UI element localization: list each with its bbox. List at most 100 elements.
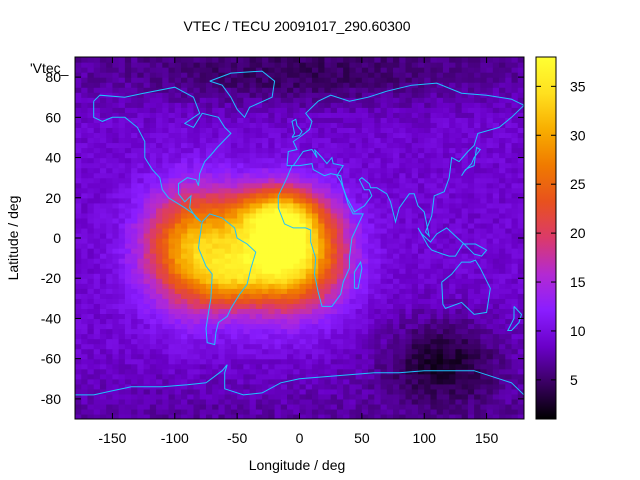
heatmap-cell <box>168 303 176 309</box>
heatmap-cell <box>280 293 288 299</box>
heatmap-cell <box>492 268 500 274</box>
heatmap-cell <box>368 313 375 320</box>
heatmap-cell <box>168 147 176 154</box>
heatmap-cell <box>162 147 170 154</box>
heatmap-cell <box>274 293 282 299</box>
heatmap-cell <box>293 278 301 284</box>
heatmap-cell <box>174 122 182 128</box>
heatmap-cell <box>318 112 326 118</box>
heatmap-cell <box>87 152 95 159</box>
heatmap-cell <box>193 77 201 83</box>
heatmap-cell <box>336 232 344 239</box>
heatmap-cell <box>436 142 444 149</box>
heatmap-cell <box>355 238 363 244</box>
heatmap-cell <box>193 363 201 370</box>
heatmap-cell <box>268 313 276 320</box>
heatmap-cell <box>93 373 101 380</box>
heatmap-cell <box>449 152 457 159</box>
heatmap-cell <box>131 253 138 259</box>
heatmap-cell <box>424 202 432 209</box>
heatmap-cell <box>237 338 244 345</box>
heatmap-cell <box>162 268 170 274</box>
heatmap-cell <box>461 187 469 194</box>
heatmap-cell <box>262 227 269 234</box>
heatmap-cell <box>311 358 319 365</box>
heatmap-cell <box>81 298 89 304</box>
heatmap-cell <box>143 92 151 98</box>
heatmap-cell <box>505 258 513 264</box>
heatmap-cell <box>212 413 220 419</box>
heatmap-cell <box>243 383 251 390</box>
heatmap-cell <box>81 197 89 204</box>
heatmap-cell <box>255 82 263 88</box>
heatmap-cell <box>124 243 132 249</box>
heatmap-cell <box>268 177 276 184</box>
heatmap-cell <box>318 333 326 340</box>
heatmap-cell <box>174 288 182 294</box>
heatmap-cell <box>143 328 151 335</box>
heatmap-cell <box>399 383 407 390</box>
heatmap-cell <box>174 212 182 219</box>
heatmap-cell <box>212 363 220 370</box>
heatmap-cell <box>143 293 151 299</box>
heatmap-cell <box>486 117 494 123</box>
heatmap-cell <box>349 238 357 244</box>
heatmap-cell <box>255 127 263 134</box>
heatmap-cell <box>131 393 138 400</box>
heatmap-cell <box>361 162 369 169</box>
heatmap-cell <box>99 393 107 400</box>
heatmap-cell <box>436 303 444 309</box>
heatmap-cell <box>330 388 338 395</box>
heatmap-cell <box>374 87 382 93</box>
heatmap-cell <box>480 107 488 113</box>
heatmap-cell <box>517 243 524 249</box>
heatmap-cell <box>199 92 207 98</box>
heatmap-cell <box>461 112 469 118</box>
heatmap-cell <box>349 222 357 229</box>
heatmap-cell <box>112 338 120 345</box>
heatmap-cell <box>517 353 524 360</box>
heatmap-cell <box>75 408 82 415</box>
heatmap-cell <box>118 227 126 234</box>
heatmap-cell <box>137 318 145 325</box>
heatmap-cell <box>168 263 176 269</box>
heatmap-cell <box>193 92 201 98</box>
heatmap-cell <box>137 298 145 304</box>
heatmap-cell <box>181 87 188 93</box>
heatmap-cell <box>343 227 350 234</box>
heatmap-cell <box>405 122 413 128</box>
heatmap-cell <box>199 222 207 229</box>
heatmap-cell <box>318 142 326 149</box>
heatmap-cell <box>355 298 363 304</box>
heatmap-cell <box>131 162 138 169</box>
heatmap-cell <box>393 132 400 139</box>
heatmap-cell <box>430 157 438 164</box>
heatmap-cell <box>243 318 251 325</box>
heatmap-cell <box>424 197 432 204</box>
heatmap-cell <box>436 192 444 199</box>
heatmap-cell <box>399 363 407 370</box>
heatmap-cell <box>174 152 182 159</box>
heatmap-cell <box>106 258 114 264</box>
heatmap-cell <box>411 238 419 244</box>
heatmap-cell <box>417 122 425 128</box>
heatmap-cell <box>168 243 176 249</box>
heatmap-cell <box>368 107 375 113</box>
heatmap-cell <box>143 222 151 229</box>
heatmap-cell <box>162 413 170 419</box>
heatmap-cell <box>218 398 226 405</box>
heatmap-cell <box>237 97 244 103</box>
heatmap-cell <box>436 152 444 159</box>
heatmap-cell <box>106 338 114 345</box>
heatmap-cell <box>99 97 107 103</box>
heatmap-cell <box>474 363 481 370</box>
heatmap-cell <box>330 378 338 385</box>
heatmap-cell <box>417 403 425 410</box>
heatmap-cell <box>75 147 82 154</box>
heatmap-cell <box>417 398 425 405</box>
heatmap-cell <box>199 368 207 375</box>
heatmap-cell <box>467 197 475 204</box>
heatmap-cell <box>442 388 450 395</box>
heatmap-cell <box>174 167 182 174</box>
heatmap-cell <box>280 77 288 83</box>
